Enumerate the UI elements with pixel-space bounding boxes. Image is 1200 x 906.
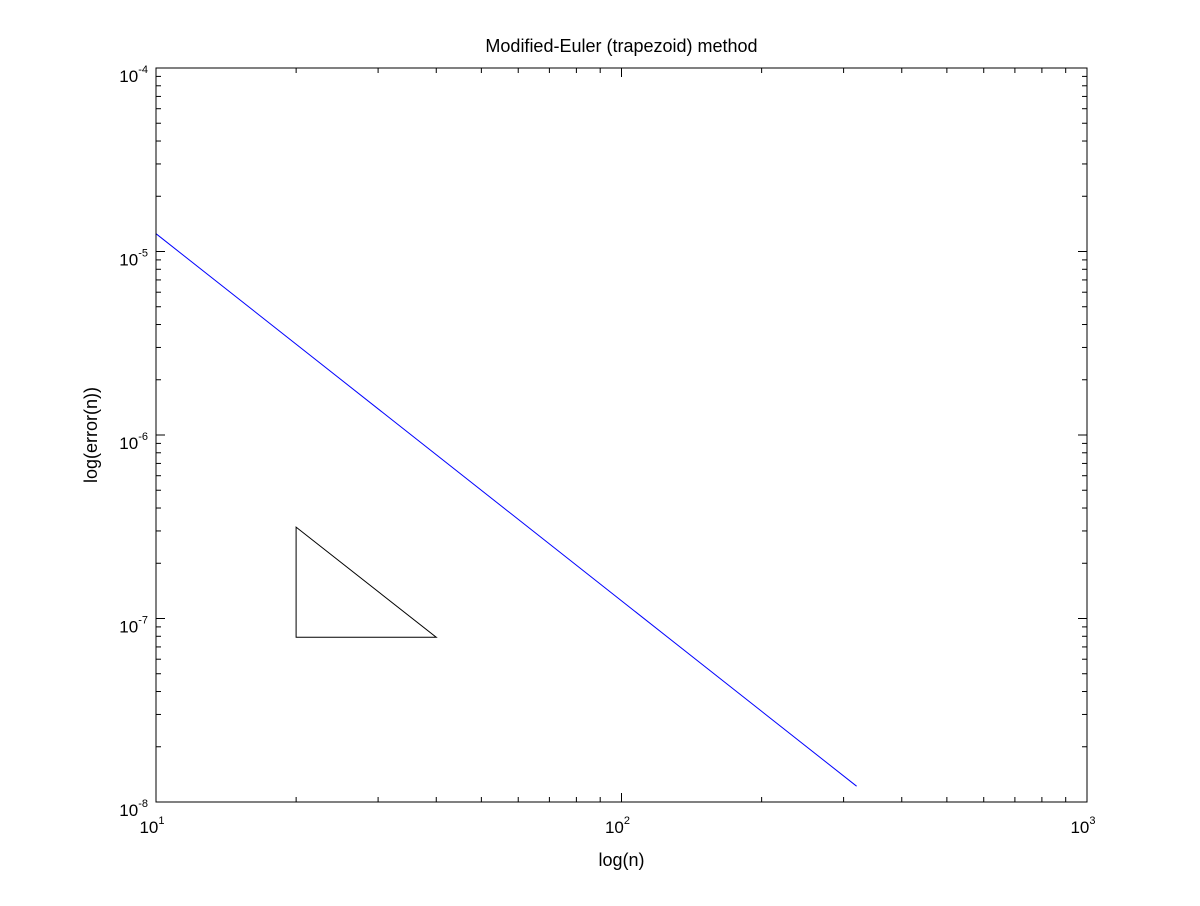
x-tick-label: 103 xyxy=(1070,815,1095,837)
y-tick-label: 10-4 xyxy=(119,64,148,86)
series-layer xyxy=(155,233,857,787)
x-axis-label: log(n) xyxy=(598,850,644,870)
series-error xyxy=(155,233,857,787)
y-tick-label: 10-6 xyxy=(119,431,148,453)
series-slope-triangle xyxy=(295,526,438,638)
x-tick-label: 102 xyxy=(605,815,630,837)
axes-box xyxy=(155,67,1088,803)
y-tick-label: 10-8 xyxy=(119,798,148,820)
y-axis-label: log(error(n)) xyxy=(81,387,101,483)
x-tick-label: 101 xyxy=(139,815,164,837)
tick-labels-layer: 101 102 103 10-8 10-7 10-6 10-5 10-4 xyxy=(119,64,1095,837)
y-tick-label: 10-5 xyxy=(119,248,148,270)
chart-title: Modified-Euler (trapezoid) method xyxy=(485,36,757,56)
y-tick-label: 10-7 xyxy=(119,615,148,637)
